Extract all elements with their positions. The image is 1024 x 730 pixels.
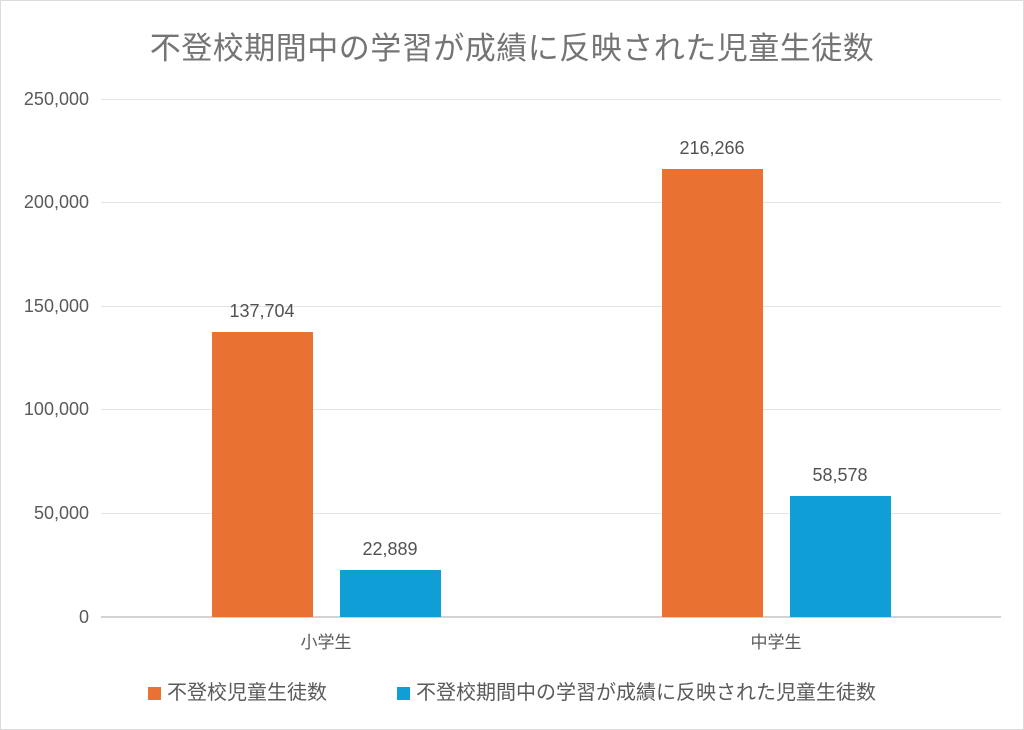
bar xyxy=(789,495,891,617)
bar xyxy=(661,168,763,617)
y-axis-tick-label: 200,000 xyxy=(23,192,89,213)
bar-value-label: 216,266 xyxy=(679,137,745,158)
legend-swatch xyxy=(397,687,410,700)
legend-item: 不登校児童生徒数 xyxy=(148,682,327,705)
category-label: 中学生 xyxy=(750,633,802,652)
category-label: 小学生 xyxy=(300,633,352,652)
gridline xyxy=(101,98,1001,100)
gridline xyxy=(101,202,1001,204)
gridline xyxy=(101,409,1001,411)
bar-value-label: 22,889 xyxy=(362,538,418,559)
y-axis-tick-label: 250,000 xyxy=(23,88,89,109)
legend-swatch xyxy=(148,687,161,700)
chart-title: 不登校期間中の学習が成績に反映された児童生徒数 xyxy=(149,31,875,66)
legend-label: 不登校児童生徒数 xyxy=(167,682,327,704)
legend: 不登校児童生徒数 不登校期間中の学習が成績に反映された児童生徒数 xyxy=(1,682,1023,705)
y-axis-tick-label: 50,000 xyxy=(33,502,89,523)
bar xyxy=(339,569,441,617)
gridline xyxy=(101,512,1001,514)
legend-label: 不登校期間中の学習が成績に反映された児童生徒数 xyxy=(416,682,876,704)
bar-value-label: 137,704 xyxy=(229,300,295,321)
y-axis-tick-label: 0 xyxy=(78,606,89,627)
x-axis-line xyxy=(101,616,1001,618)
bar-value-label: 58,578 xyxy=(812,464,868,485)
legend-item: 不登校期間中の学習が成績に反映された児童生徒数 xyxy=(397,682,876,705)
gridline xyxy=(101,305,1001,307)
y-axis-tick-label: 100,000 xyxy=(23,399,89,420)
bar xyxy=(211,331,313,617)
y-axis-tick-label: 150,000 xyxy=(23,295,89,316)
